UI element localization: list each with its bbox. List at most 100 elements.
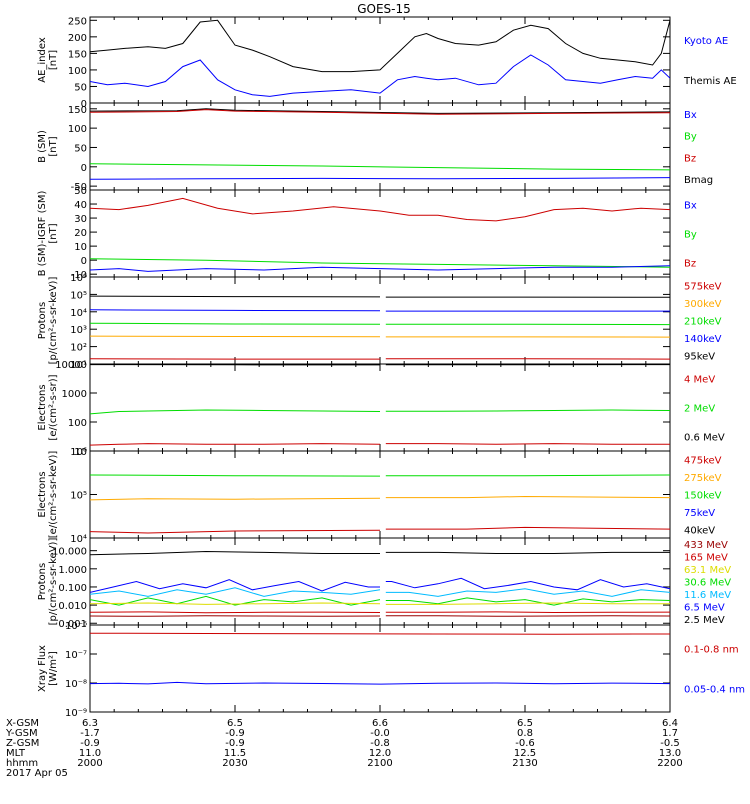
legend-entry: Bz — [684, 259, 696, 270]
legend-entry: 2.5 MeV — [684, 615, 725, 626]
y-tick-label: 10⁴ — [70, 534, 87, 545]
legend-entry: 140keV — [684, 334, 722, 345]
y-tick-label: 0 — [81, 163, 87, 174]
panel-frame — [90, 364, 670, 451]
legend-entry: 300keV — [684, 299, 722, 310]
y-tick-label: 40 — [74, 200, 87, 211]
panel-frame — [90, 451, 670, 538]
series-line-11-6-mev — [90, 588, 670, 597]
legend-entry: 0.6 MeV — [684, 433, 725, 444]
y-tick-label: 50 — [74, 82, 87, 93]
legend-entry: 11.6 MeV — [684, 590, 731, 601]
y-tick-label: 10⁴ — [70, 308, 87, 319]
series-line-210kev — [90, 323, 670, 324]
legend-entry: Themis AE — [683, 76, 737, 87]
series-line-275kev — [90, 497, 670, 500]
legend-entry: 63.1 MeV — [684, 565, 731, 576]
y-axis-label: [nT] — [48, 223, 59, 243]
panel-protons_mev: 0.0010.0100.1001.00010.000Protons[p/(cm²… — [37, 538, 731, 631]
y-tick-label: 10⁻⁶ — [65, 621, 87, 632]
y-axis-label: Xray Flux — [37, 645, 48, 692]
legend-entry: 6.5 MeV — [684, 602, 725, 613]
legend-entry: 40keV — [684, 525, 715, 536]
y-axis-label: [nT] — [48, 50, 59, 70]
footer-value: 2100 — [367, 758, 392, 769]
legend-entry: 433 MeV — [684, 540, 728, 551]
y-axis-label: [nT] — [48, 136, 59, 156]
series-line-150kev — [90, 475, 670, 476]
y-axis-label: [p/(cm²-s-sr-keV)] — [48, 277, 59, 365]
y-tick-label: 200 — [68, 33, 87, 44]
panel-protons_kev: 10¹10²10³10⁴10⁵10⁶Protons[p/(cm²-s-sr-ke… — [37, 273, 722, 371]
series-line-bz — [90, 198, 670, 221]
y-tick-label: 150 — [68, 49, 87, 60]
series-line-2-5-mev — [90, 552, 670, 555]
legend-entry: 0.1-0.8 nm — [684, 645, 739, 656]
legend-entry: 210keV — [684, 317, 722, 328]
series-line-300kev — [90, 336, 670, 337]
y-axis-label: B (SM) — [37, 130, 48, 163]
legend-entry: 0.05-0.4 nm — [684, 685, 745, 696]
series-line-2-mev — [90, 410, 670, 414]
series-line-165-mev — [90, 612, 670, 613]
y-axis-label: Protons — [37, 563, 48, 600]
y-tick-label: 20 — [74, 228, 87, 239]
panel-electrons_kev: 10⁴10⁵10⁶Electrons[e/(cm²-s-sr-keV)]475k… — [37, 447, 722, 545]
y-tick-label: 100 — [68, 124, 87, 135]
series-line-0-1-0-8-nm — [90, 633, 670, 634]
y-axis-label: Protons — [37, 302, 48, 339]
legend-entry: Bz — [684, 153, 696, 164]
legend-entry: 475keV — [684, 456, 722, 467]
legend-entry: By — [684, 132, 697, 143]
y-axis-label: [e/(cm²-s-sr-keV)] — [48, 451, 59, 539]
legend-entry: 150keV — [684, 491, 722, 502]
legend-entry: 275keV — [684, 473, 722, 484]
footer-value: 2200 — [657, 758, 682, 769]
y-tick-label: 10 — [74, 242, 87, 253]
y-tick-label: 250 — [68, 16, 87, 27]
y-tick-label: 10⁶ — [70, 447, 87, 458]
y-tick-label: 10000 — [55, 360, 87, 371]
legend-entry: Kyoto AE — [684, 36, 728, 47]
legend-entry: 95keV — [684, 351, 715, 362]
y-tick-label: 1.000 — [58, 565, 87, 576]
panel-frame — [90, 625, 670, 712]
series-line-433-mev — [90, 616, 670, 617]
series-line-63-1-mev — [90, 603, 670, 604]
legend-entry: 30.6 MeV — [684, 578, 731, 589]
y-tick-label: 10⁻⁸ — [65, 679, 87, 690]
series-line-140kev — [90, 310, 670, 311]
series-line-bx — [90, 178, 670, 180]
y-tick-label: 150 — [68, 105, 87, 116]
series-line-by — [90, 259, 670, 267]
legend-entry: 575keV — [684, 282, 722, 293]
footer-value: 2030 — [222, 758, 247, 769]
y-tick-label: 10⁻⁷ — [65, 650, 87, 661]
y-tick-label: 50 — [74, 143, 87, 154]
legend-entry: Bx — [684, 201, 697, 212]
legend-entry: By — [684, 230, 697, 241]
panel-frame — [90, 103, 670, 190]
y-tick-label: 10² — [70, 343, 87, 354]
legend-entry: 4 MeV — [684, 375, 715, 386]
y-axis-label: Electrons — [37, 384, 48, 430]
y-axis-label: AE_index — [37, 37, 48, 83]
y-axis-label: [e/(cm²-s-sr)] — [48, 374, 59, 440]
series-line-themis-ae — [90, 55, 670, 96]
y-tick-label: 0 — [81, 256, 87, 267]
legend-entry: 75keV — [684, 508, 715, 519]
y-tick-label: 30 — [74, 214, 87, 225]
legend-entry: 165 MeV — [684, 553, 728, 564]
y-tick-label: 100 — [68, 418, 87, 429]
y-axis-label: B (SM)-IGRF (SM) — [37, 191, 48, 277]
series-line-kyoto-ae — [90, 20, 670, 71]
y-tick-label: 10³ — [70, 325, 87, 336]
y-tick-label: 50 — [74, 186, 87, 197]
